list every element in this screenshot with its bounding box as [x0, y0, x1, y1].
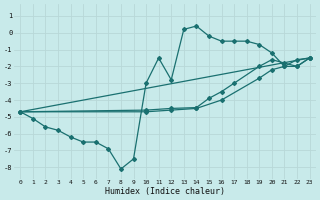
- X-axis label: Humidex (Indice chaleur): Humidex (Indice chaleur): [105, 187, 225, 196]
